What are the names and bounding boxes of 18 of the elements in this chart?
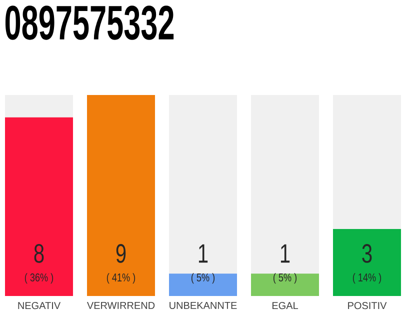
data-label: 1 <box>198 244 208 263</box>
data-label: 8 <box>34 244 44 263</box>
data-label: 9 <box>116 244 126 263</box>
x-tick-label: VERWIRREND <box>86 302 155 309</box>
annotation: ( 36% ) <box>24 273 54 284</box>
annotation: ( 5% ) <box>191 273 215 284</box>
bar <box>251 274 319 296</box>
annotation: ( 41% ) <box>106 273 136 284</box>
x-tick-label: UNBEKANNTE <box>170 302 237 310</box>
data-label: 1 <box>280 244 290 263</box>
x-tick-label: POSITIV <box>348 302 387 310</box>
bar <box>169 274 238 296</box>
annotation: ( 14% ) <box>352 273 382 284</box>
x-tick-label: NEGATIV <box>18 302 61 310</box>
chart-title: 0897575332 <box>5 6 174 40</box>
annotation: ( 5% ) <box>273 273 297 284</box>
data-label: 3 <box>362 244 372 263</box>
x-tick-label: EGAL <box>272 302 298 310</box>
